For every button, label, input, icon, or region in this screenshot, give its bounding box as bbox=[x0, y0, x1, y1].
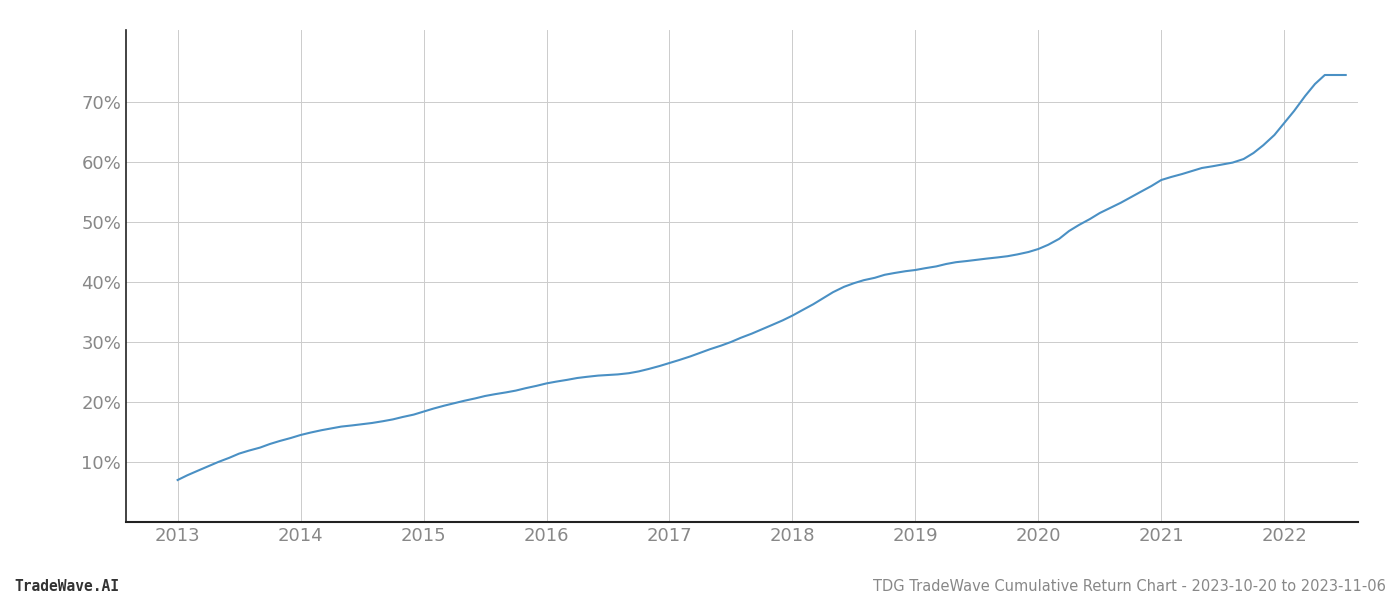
Text: TradeWave.AI: TradeWave.AI bbox=[14, 579, 119, 594]
Text: TDG TradeWave Cumulative Return Chart - 2023-10-20 to 2023-11-06: TDG TradeWave Cumulative Return Chart - … bbox=[874, 579, 1386, 594]
